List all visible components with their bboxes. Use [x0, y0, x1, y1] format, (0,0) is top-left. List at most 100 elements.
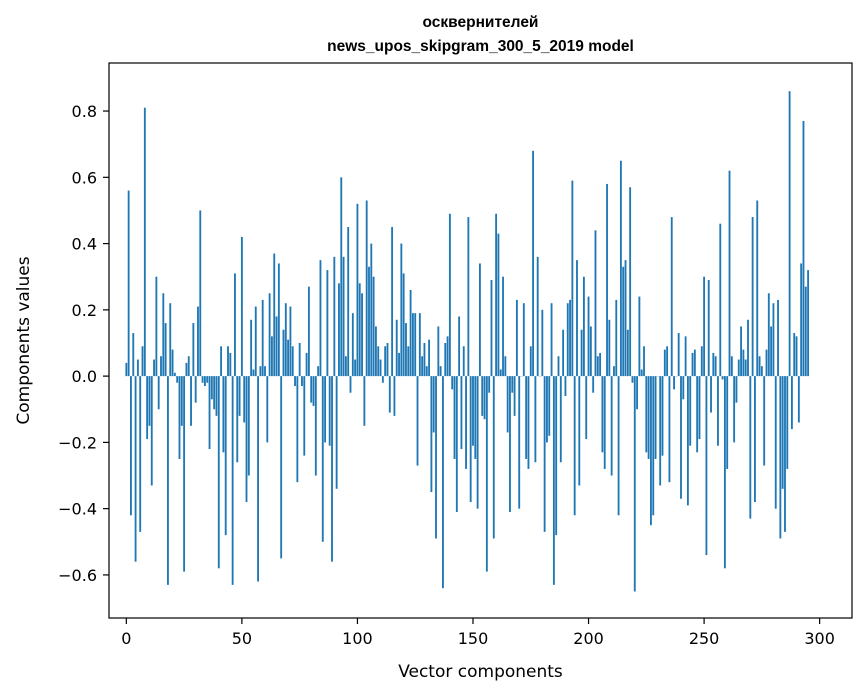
y-tick-label: −0.2	[58, 433, 97, 452]
bar-162	[499, 369, 502, 377]
bar-193	[571, 180, 574, 377]
bar-216	[624, 260, 627, 377]
bar-95	[344, 356, 347, 377]
bar-56	[254, 306, 257, 377]
bar-276	[763, 376, 766, 466]
bar-86	[324, 376, 327, 443]
x-tick-label: 100	[342, 629, 373, 648]
bar-59	[261, 299, 264, 377]
bar-36	[208, 376, 211, 450]
bar-106	[370, 243, 373, 377]
bar-126	[416, 376, 419, 466]
bar-284	[781, 376, 784, 489]
bar-227	[650, 376, 652, 526]
bar-4	[134, 376, 137, 562]
bar-50	[240, 236, 243, 377]
bar-26	[185, 362, 188, 377]
y-tick-label: 0.8	[72, 102, 97, 121]
bar-155	[483, 376, 486, 420]
bar-21	[173, 372, 176, 377]
bar-55	[252, 369, 255, 377]
bar-40	[217, 376, 220, 569]
bar-253	[710, 376, 712, 413]
bar-183	[548, 376, 551, 436]
bar-194	[573, 376, 576, 516]
bar-292	[800, 263, 803, 377]
bar-219	[631, 376, 634, 383]
y-tick-label: 0.0	[72, 367, 97, 386]
bar-121	[405, 323, 407, 377]
bar-1	[127, 190, 130, 377]
bar-97	[349, 376, 352, 393]
bar-71	[289, 306, 292, 377]
bar-251	[705, 376, 708, 556]
bar-252	[707, 280, 710, 377]
bar-254	[712, 352, 715, 377]
bar-290	[795, 336, 798, 377]
bar-157	[488, 376, 491, 393]
bar-224	[643, 346, 645, 377]
bar-248	[698, 376, 701, 440]
bar-101	[358, 283, 361, 377]
bar-90	[333, 256, 336, 377]
y-tick-label: 0.4	[72, 235, 97, 254]
bar-275	[760, 366, 763, 377]
bar-200	[587, 296, 590, 377]
x-tick-label: 0	[121, 629, 131, 648]
bar-232	[661, 376, 664, 456]
bar-23	[178, 376, 181, 459]
bar-107	[372, 276, 375, 377]
bar-87	[326, 270, 329, 377]
bar-80	[310, 376, 313, 403]
bar-250	[703, 276, 706, 377]
bar-19	[169, 303, 172, 377]
bar-92	[338, 283, 340, 377]
bar-246	[693, 349, 696, 377]
bar-191	[566, 303, 569, 377]
bar-259	[723, 376, 726, 569]
bar-120	[402, 273, 405, 377]
bar-68	[282, 329, 285, 377]
bar-150	[472, 376, 474, 446]
bar-9	[146, 376, 149, 440]
bar-112	[384, 346, 387, 377]
bar-235	[668, 376, 671, 483]
bar-6	[139, 376, 142, 532]
bar-195	[576, 260, 578, 377]
bar-242	[684, 336, 687, 377]
x-tick-label: 250	[689, 629, 720, 648]
bar-35	[206, 376, 209, 383]
y-axis: −0.6 −0.4 −0.2 0.0 0.2 0.4 0.6 0.8	[58, 102, 109, 585]
bar-288	[790, 376, 793, 430]
bar-2	[130, 376, 132, 516]
bar-44	[227, 346, 229, 377]
bar-205	[599, 352, 602, 377]
bar-143	[455, 376, 458, 512]
bar-206	[601, 376, 604, 453]
y-axis-label: Components values	[14, 256, 34, 424]
bar-140	[448, 213, 451, 377]
bar-187	[557, 356, 560, 377]
bar-67	[280, 376, 283, 559]
bar-100	[356, 203, 359, 377]
bar-104	[365, 200, 368, 377]
bar-174	[527, 376, 530, 469]
bar-20	[171, 349, 174, 377]
bar-51	[243, 376, 246, 423]
bar-99	[354, 359, 357, 377]
bar-153	[479, 263, 481, 377]
bar-226	[647, 376, 650, 459]
bar-212	[615, 299, 618, 377]
x-axis-label: Vector components	[398, 662, 563, 682]
bar-197	[580, 329, 583, 377]
bar-22	[176, 376, 179, 383]
bar-247	[696, 376, 699, 453]
bar-73	[294, 376, 296, 387]
bar-283	[779, 376, 782, 539]
bar-114	[388, 376, 391, 413]
x-tick-label: 150	[458, 629, 489, 648]
bar-192	[569, 299, 571, 377]
bar-167	[511, 376, 514, 393]
bar-280	[772, 303, 775, 377]
bar-229	[654, 376, 657, 459]
